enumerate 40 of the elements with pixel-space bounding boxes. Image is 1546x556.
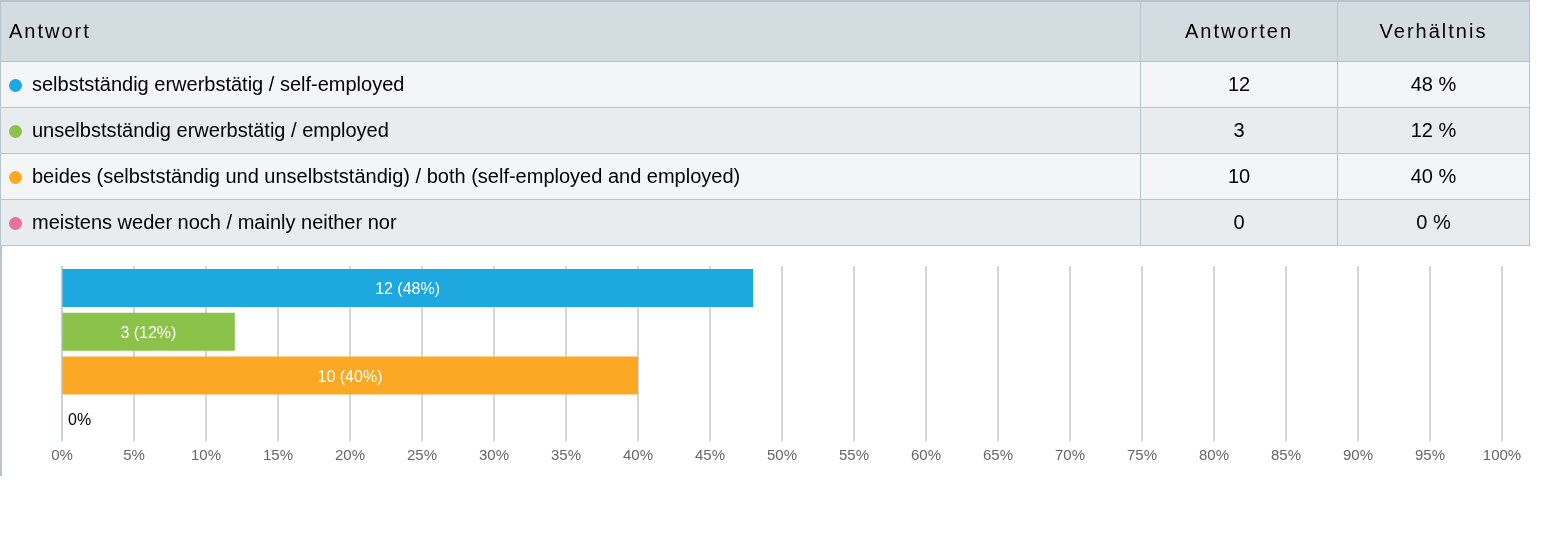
x-tick-label: 75% xyxy=(1126,445,1158,463)
text: 0 % xyxy=(1337,199,1530,245)
x-tick-label: 10% xyxy=(190,445,222,463)
text: 12 xyxy=(1140,61,1338,107)
x-tick-label: 20% xyxy=(334,445,366,463)
x-tick-label: 65% xyxy=(982,445,1014,463)
x-tick-label: 50% xyxy=(766,445,798,463)
x-tick-label: 70% xyxy=(1054,445,1086,463)
text: 40 % xyxy=(1337,153,1530,199)
x-tick-label: 25% xyxy=(406,445,438,463)
x-tick-label: 60% xyxy=(910,445,942,463)
x-tick-label: 15% xyxy=(262,445,294,463)
text: Antwort xyxy=(0,1,1141,61)
data-label: 3 (12%) xyxy=(120,323,177,341)
x-tick-label: 5% xyxy=(123,445,145,463)
x-tick-label: 95% xyxy=(1414,445,1446,463)
x-tick-label: 30% xyxy=(478,445,510,463)
text: 3 xyxy=(1140,107,1338,153)
text: 12 % xyxy=(1337,107,1530,153)
text: 48 % xyxy=(1337,61,1530,107)
x-tick-label: 85% xyxy=(1270,445,1302,463)
legend-label: meistens weder noch / mainly neither nor xyxy=(0,199,1141,245)
text: Verhältnis xyxy=(1337,1,1530,61)
legend-label: selbstständig erwerbstätig / self-employed xyxy=(0,61,1141,107)
x-tick-label: 0% xyxy=(51,445,73,463)
legend-label: beides (selbstständig und unselbstständig) / both (self-employed and employed) xyxy=(0,153,1141,199)
x-tick-label: 80% xyxy=(1198,445,1230,463)
text: 0 xyxy=(1140,199,1338,245)
x-tick-label: 100% xyxy=(1482,445,1522,463)
data-label: 0% xyxy=(68,410,92,428)
x-tick-label: 40% xyxy=(622,445,654,463)
text: Antworten xyxy=(1140,1,1338,61)
data-label: 10 (40%) xyxy=(317,367,383,384)
x-tick-label: 55% xyxy=(838,445,870,463)
legend-label: unselbstständig erwerbstätig / employed xyxy=(0,107,1141,153)
x-tick-label: 90% xyxy=(1342,445,1374,463)
x-tick-label: 45% xyxy=(694,445,726,463)
text: 10 xyxy=(1140,153,1338,199)
data-label: 12 (48%) xyxy=(375,279,441,297)
x-tick-label: 35% xyxy=(550,445,582,463)
